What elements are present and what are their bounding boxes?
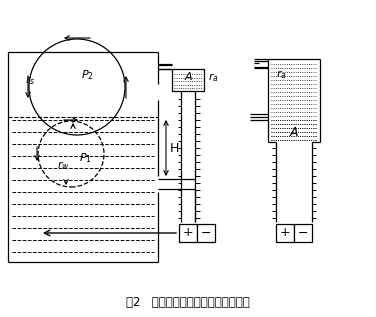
Bar (197, 224, 215, 242)
Bar (172, 69, 204, 91)
Text: $r_s$: $r_s$ (25, 74, 35, 87)
Bar (179, 224, 197, 242)
Text: A: A (290, 126, 298, 139)
Text: $r_w$: $r_w$ (56, 159, 70, 172)
Text: −: − (298, 227, 308, 240)
Text: 图2   差压水位计汽包水位测量原理图: 图2 差压水位计汽包水位测量原理图 (126, 296, 250, 309)
Text: $r_a$: $r_a$ (276, 68, 287, 81)
Text: $P_1$: $P_1$ (79, 151, 91, 165)
Text: −: − (201, 227, 211, 240)
Text: A: A (184, 72, 192, 82)
Text: +: + (280, 227, 290, 240)
Bar (276, 224, 294, 242)
Text: $P_2$: $P_2$ (80, 68, 93, 82)
Text: $r_a$: $r_a$ (208, 71, 219, 84)
Bar (294, 224, 312, 242)
Text: +: + (183, 227, 193, 240)
Text: H: H (170, 141, 179, 154)
